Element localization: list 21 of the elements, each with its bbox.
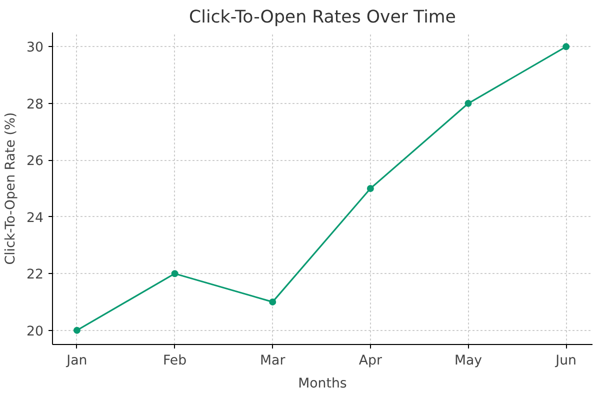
y-tick-label: 26 xyxy=(26,154,44,170)
x-tick-label: May xyxy=(454,354,482,368)
point xyxy=(464,100,472,107)
chart-title: Click-To-Open Rates Over Time xyxy=(189,8,456,28)
y-tick-label: 30 xyxy=(26,40,44,56)
y-tick-label: 24 xyxy=(26,210,44,226)
y-tick-label: 28 xyxy=(26,97,44,112)
point xyxy=(171,270,178,278)
x-tick-label: Mar xyxy=(260,354,286,368)
x-tick-label: Jan xyxy=(66,354,88,368)
x-axis-title: Months xyxy=(298,376,347,392)
x-tick-label: Feb xyxy=(162,354,187,368)
x-tick-label: Jun xyxy=(554,354,577,368)
point xyxy=(366,185,374,192)
x-tick-label: Apr xyxy=(358,354,382,368)
point xyxy=(73,326,80,334)
point xyxy=(269,298,276,306)
y-tick-label: 22 xyxy=(26,268,44,283)
point xyxy=(562,43,570,50)
y-axis-title: Click-To-Open Rate (%) xyxy=(4,112,19,265)
y-tick-label: 20 xyxy=(26,324,44,340)
